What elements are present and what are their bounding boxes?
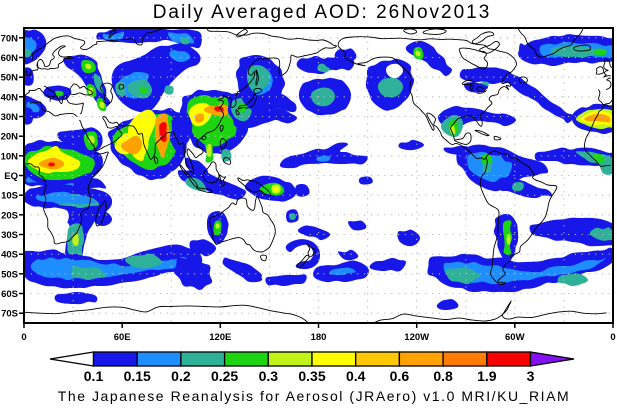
svg-text:0.4: 0.4: [346, 368, 366, 384]
svg-text:0.35: 0.35: [298, 368, 325, 384]
svg-text:0: 0: [21, 332, 26, 343]
svg-text:10S: 10S: [1, 191, 18, 202]
svg-text:180: 180: [311, 332, 327, 343]
svg-text:70S: 70S: [1, 309, 18, 320]
svg-text:40N: 40N: [1, 92, 19, 103]
svg-text:3: 3: [527, 368, 535, 384]
svg-text:30S: 30S: [1, 230, 18, 241]
svg-text:10N: 10N: [1, 151, 19, 162]
svg-text:20S: 20S: [1, 210, 18, 221]
svg-text:120W: 120W: [404, 332, 429, 343]
svg-text:60E: 60E: [114, 332, 131, 343]
svg-text:60N: 60N: [1, 53, 19, 64]
svg-text:30N: 30N: [1, 112, 19, 123]
svg-text:0.25: 0.25: [211, 368, 238, 384]
svg-text:1.9: 1.9: [477, 368, 497, 384]
svg-text:EQ: EQ: [4, 171, 18, 182]
svg-text:0: 0: [610, 332, 615, 343]
svg-text:The Japanese Reanalysis for Ae: The Japanese Reanalysis for Aerosol (JRA…: [58, 388, 570, 404]
svg-text:Daily Averaged AOD: 26Nov2013: Daily Averaged AOD: 26Nov2013: [153, 2, 492, 23]
svg-text:0.1: 0.1: [84, 368, 104, 384]
svg-text:120E: 120E: [209, 332, 231, 343]
svg-text:50S: 50S: [1, 269, 18, 280]
svg-text:0.6: 0.6: [390, 368, 410, 384]
svg-text:60W: 60W: [505, 332, 525, 343]
svg-text:50N: 50N: [1, 73, 19, 84]
svg-text:60S: 60S: [1, 289, 18, 300]
svg-text:40S: 40S: [1, 250, 18, 261]
svg-text:0.15: 0.15: [124, 368, 151, 384]
svg-text:20N: 20N: [1, 132, 19, 143]
svg-text:70N: 70N: [1, 33, 19, 44]
svg-text:0.3: 0.3: [259, 368, 279, 384]
svg-text:0.2: 0.2: [171, 368, 191, 384]
svg-text:0.8: 0.8: [433, 368, 453, 384]
